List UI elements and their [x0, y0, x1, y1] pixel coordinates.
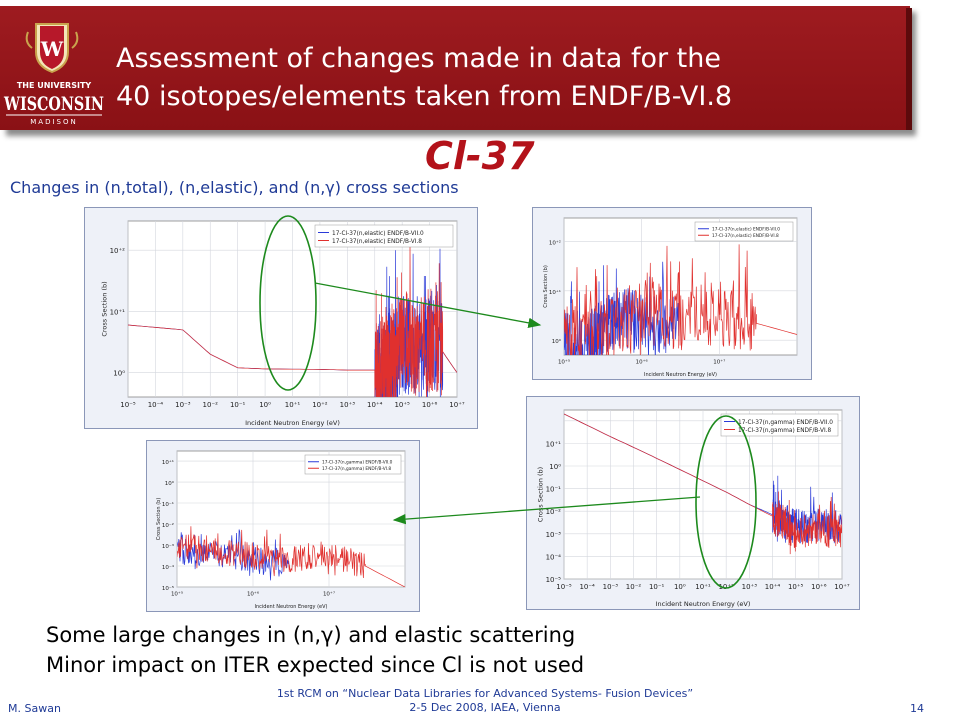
slide-subtitle: Changes in (n,total), (n,elastic), and (…: [10, 178, 459, 197]
legend-label: 17-Cl-37(n,elastic) ENDF/B-VI.8: [332, 239, 422, 245]
y-tick-label: 10⁻⁵: [162, 585, 174, 592]
x-tick-label: 10⁺⁷: [323, 591, 335, 598]
comment-line-1: Some large changes in (n,γ) and elastic …: [46, 623, 576, 647]
y-tick-label: 10⁻¹: [546, 486, 562, 494]
series-line: [564, 413, 842, 555]
x-tick-label: 10⁻⁵: [556, 583, 572, 591]
x-tick-label: 10⁻⁴: [148, 401, 164, 409]
x-tick-label: 10⁺⁷: [449, 401, 465, 409]
y-tick-label: 10⁰: [165, 480, 175, 487]
crest-letter: W: [40, 37, 64, 61]
y-tick-label: 10⁻³: [546, 531, 562, 539]
y-tick-label: 10⁰: [552, 338, 562, 345]
page-number: 14: [910, 702, 924, 715]
x-tick-label: 10⁺²: [312, 401, 328, 409]
x-tick-label: 10⁺¹: [285, 401, 301, 409]
y-tick-label: 10⁰: [549, 463, 561, 471]
y-tick-label: 10⁺²: [110, 247, 126, 255]
y-axis-label: Cross Section (b): [536, 467, 544, 522]
y-tick-label: 10⁺¹: [162, 459, 174, 466]
legend-label: 17-Cl-37(n,gamma) ENDF/B-VI.8: [738, 428, 832, 434]
x-tick-label: 10⁺³: [742, 583, 758, 591]
elastic-full-range-chart: 10⁻⁵ 10⁻⁴ 10⁻³ 10⁻² 10⁻¹ 10⁰ 10⁺¹ 10⁺² 10⁺³ 10⁺⁴ 1…: [84, 207, 478, 429]
y-tick-label: 10⁻⁴: [162, 564, 175, 571]
y-tick-label: 10⁺¹: [110, 308, 126, 316]
x-tick-label: 10⁻⁵: [120, 401, 136, 409]
series-line: [564, 244, 797, 355]
x-tick-label: 10⁺⁴: [367, 401, 383, 409]
x-tick-label: 10⁻⁴: [579, 583, 595, 591]
y-axis-label: Cross Section (b): [100, 281, 108, 336]
gamma-full-range-chart: 10⁻⁵ 10⁻⁴ 10⁻³ 10⁻² 10⁻¹ 10⁰ 10⁺¹ 10⁺² 10⁺³ 10⁺⁴ 1…: [526, 396, 860, 610]
footer-event: 1st RCM on “Nuclear Data Libraries for A…: [200, 687, 770, 715]
y-tick-label: 10⁺¹: [549, 289, 561, 296]
banner-shadow-edge: [906, 8, 912, 130]
gamma-zoom-chart: 10⁺⁵ 10⁺⁶ 10⁺⁷ 10⁻⁵ 10⁻⁴ 10⁻³ 10⁻² 10⁻¹ 10⁰ 10⁺¹ I…: [146, 440, 420, 612]
series-line: [128, 237, 457, 397]
legend-label: 17-Cl-37(n,gamma) ENDF/B-VII.0: [322, 460, 393, 466]
y-tick-label: 10⁻³: [162, 543, 174, 550]
comment-line-2: Minor impact on ITER expected since Cl i…: [46, 653, 585, 677]
x-tick-label: 10⁰: [674, 583, 686, 591]
x-tick-label: 10⁻²: [203, 401, 219, 409]
x-tick-label: 10⁺⁵: [171, 591, 183, 598]
x-tick-label: 10⁺⁷: [713, 359, 725, 366]
y-tick-label: 10⁰: [113, 370, 125, 378]
x-tick-label: 10⁺⁶: [811, 583, 827, 591]
legend-label: 17-Cl-37(n,gamma) ENDF/B-VII.0: [738, 420, 833, 426]
x-tick-label: 10⁺⁵: [788, 583, 804, 591]
legend-label: 17-Cl-37(n,elastic) ENDF/B-VI.8: [712, 233, 779, 239]
x-tick-label: 10⁻¹: [230, 401, 246, 409]
x-axis-label: Incident Neutron Energy (eV): [644, 372, 717, 378]
x-tick-label: 10⁻³: [603, 583, 619, 591]
footer-author: M. Sawan: [8, 702, 61, 715]
x-axis-label: Incident Neutron Energy (eV): [255, 604, 328, 610]
x-tick-label: 10⁺⁵: [558, 359, 570, 366]
x-tick-label: 10⁺⁷: [834, 583, 850, 591]
logo-line-2: WISCONSIN: [3, 93, 104, 115]
slide-title: Assessment of changes made in data for t…: [116, 40, 906, 116]
x-tick-label: 10⁺⁶: [636, 359, 649, 366]
x-tick-label: 10⁻²: [626, 583, 642, 591]
y-tick-label: 10⁺²: [549, 240, 561, 247]
footer-event-line-2: 2-5 Dec 2008, IAEA, Vienna: [409, 701, 561, 714]
legend-label: 17-Cl-37(n,elastic) ENDF/B-VII.0: [712, 227, 780, 233]
slide-title-line-1: Assessment of changes made in data for t…: [116, 43, 721, 74]
logo-line-1: THE UNIVERSITY: [17, 81, 92, 90]
y-axis-label: Cross Section (b): [156, 498, 162, 541]
slide-title-line-2: 40 isotopes/elements taken from ENDF/B-V…: [116, 81, 733, 112]
title-banner: [0, 6, 910, 130]
university-logo: W THE UNIVERSITY WISCONSIN MADISON: [2, 22, 106, 126]
x-tick-label: 10⁺³: [340, 401, 356, 409]
x-tick-label: 10⁺¹: [695, 583, 711, 591]
x-tick-label: 10⁺²: [718, 583, 734, 591]
y-tick-label: 10⁻¹: [162, 501, 174, 508]
logo-line-3: MADISON: [30, 118, 77, 126]
y-axis-label: Cross Section (b): [543, 265, 549, 308]
x-tick-label: 10⁻¹: [649, 583, 665, 591]
x-tick-label: 10⁺⁵: [394, 401, 410, 409]
x-tick-label: 10⁺⁶: [422, 401, 438, 409]
x-tick-label: 10⁺⁶: [247, 591, 260, 598]
footer-event-line-1: 1st RCM on “Nuclear Data Libraries for A…: [276, 687, 694, 700]
y-tick-label: 10⁻⁵: [546, 576, 562, 584]
x-tick-label: 10⁰: [259, 401, 271, 409]
series-line: [177, 526, 405, 587]
x-tick-label: 10⁺⁴: [765, 583, 781, 591]
y-tick-label: 10⁻⁴: [546, 553, 562, 561]
y-tick-label: 10⁻²: [546, 508, 562, 516]
isotope-heading: Cl-37: [425, 134, 535, 178]
elastic-zoom-chart: 10⁺⁵ 10⁺⁶ 10⁺⁷ 10⁰ 10⁺¹ 10⁺² Incident Neutron …: [532, 207, 812, 380]
y-tick-label: 10⁺¹: [546, 440, 562, 448]
y-tick-label: 10⁻²: [162, 522, 174, 529]
x-axis-label: Incident Neutron Energy (eV): [245, 419, 340, 427]
x-axis-label: Incident Neutron Energy (eV): [656, 600, 751, 608]
x-tick-label: 10⁻³: [175, 401, 191, 409]
legend-label: 17-Cl-37(n,elastic) ENDF/B-VII.0: [332, 231, 424, 237]
legend-label: 17-Cl-37(n,gamma) ENDF/B-VI.8: [322, 466, 391, 472]
